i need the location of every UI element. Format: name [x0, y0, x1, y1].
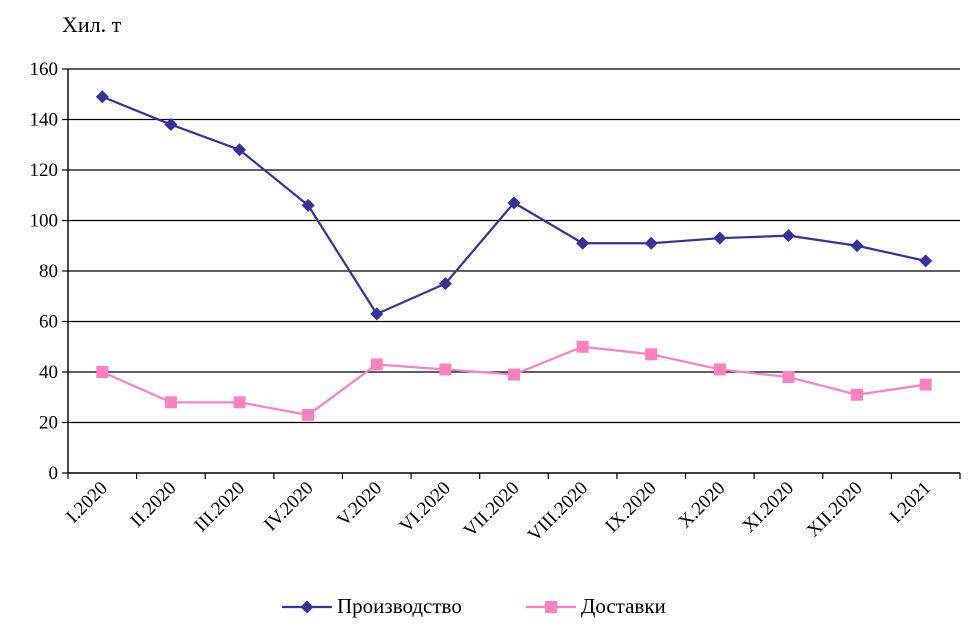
x-tick-label: I.2020 — [62, 478, 112, 528]
x-tick-label: III.2020 — [191, 478, 250, 537]
data-point — [644, 236, 658, 250]
x-tick-label: VII.2020 — [460, 478, 524, 542]
data-point — [164, 118, 178, 132]
data-point — [576, 236, 590, 250]
x-tick-label: X.2020 — [675, 478, 730, 533]
x-tick-label: I.2021 — [886, 478, 936, 528]
data-point — [919, 378, 932, 391]
x-tick-label: IV.2020 — [260, 478, 318, 536]
data-point — [508, 368, 520, 381]
legend-item-1: Производство — [282, 594, 462, 618]
x-tick-label: XII.2020 — [803, 478, 867, 542]
y-tick-label: 0 — [49, 463, 59, 484]
legend-item-2: Доставки — [526, 594, 666, 618]
series-1 — [95, 90, 933, 321]
data-point — [850, 239, 864, 253]
data-point — [713, 231, 727, 245]
x-tick-label: V.2020 — [333, 478, 386, 531]
data-point — [164, 396, 177, 409]
series-line — [101, 345, 926, 417]
data-point — [302, 408, 315, 421]
data-point — [301, 198, 315, 212]
data-point — [370, 358, 383, 371]
x-tick-label: XI.2020 — [739, 478, 798, 537]
data-point — [95, 90, 109, 104]
series-2 — [96, 340, 932, 421]
legend-marker — [545, 601, 557, 613]
x-tick-label: IX.2020 — [602, 478, 661, 537]
data-point — [96, 366, 109, 378]
y-tick-label: 20 — [39, 413, 58, 434]
data-point — [576, 340, 589, 353]
data-point — [438, 277, 452, 291]
y-unit-label: Хил. т — [62, 12, 122, 37]
legend: Производство Доставки — [282, 594, 666, 618]
data-point — [370, 307, 384, 321]
axes: 0 20 40 60 80 100 120 140 160 I.2020 II.2020 III.20… — [30, 59, 961, 546]
data-point — [781, 229, 795, 243]
legend-label: Доставки — [581, 594, 666, 618]
data-point — [645, 348, 658, 361]
y-tick-label: 40 — [39, 362, 58, 383]
x-tick-label: II.2020 — [126, 478, 180, 532]
legend-label: Производство — [337, 594, 462, 618]
y-tick-label: 60 — [39, 312, 58, 333]
data-point — [233, 396, 246, 409]
data-point — [782, 371, 795, 384]
data-point — [919, 254, 933, 268]
data-point — [507, 196, 521, 210]
y-tick-label: 120 — [30, 160, 59, 181]
data-point — [713, 363, 726, 376]
y-tick-label: 80 — [39, 261, 58, 282]
series-layer — [95, 90, 933, 421]
y-tick-label: 160 — [30, 59, 59, 80]
data-point — [851, 388, 864, 401]
grid — [68, 68, 960, 424]
data-point — [439, 363, 452, 376]
y-tick-label: 100 — [30, 211, 59, 232]
x-tick-label: VI.2020 — [396, 478, 455, 537]
x-tick-label: VIII.2020 — [524, 478, 592, 546]
y-tick-label: 140 — [30, 110, 59, 131]
legend-marker — [300, 600, 314, 614]
data-point — [233, 143, 247, 157]
